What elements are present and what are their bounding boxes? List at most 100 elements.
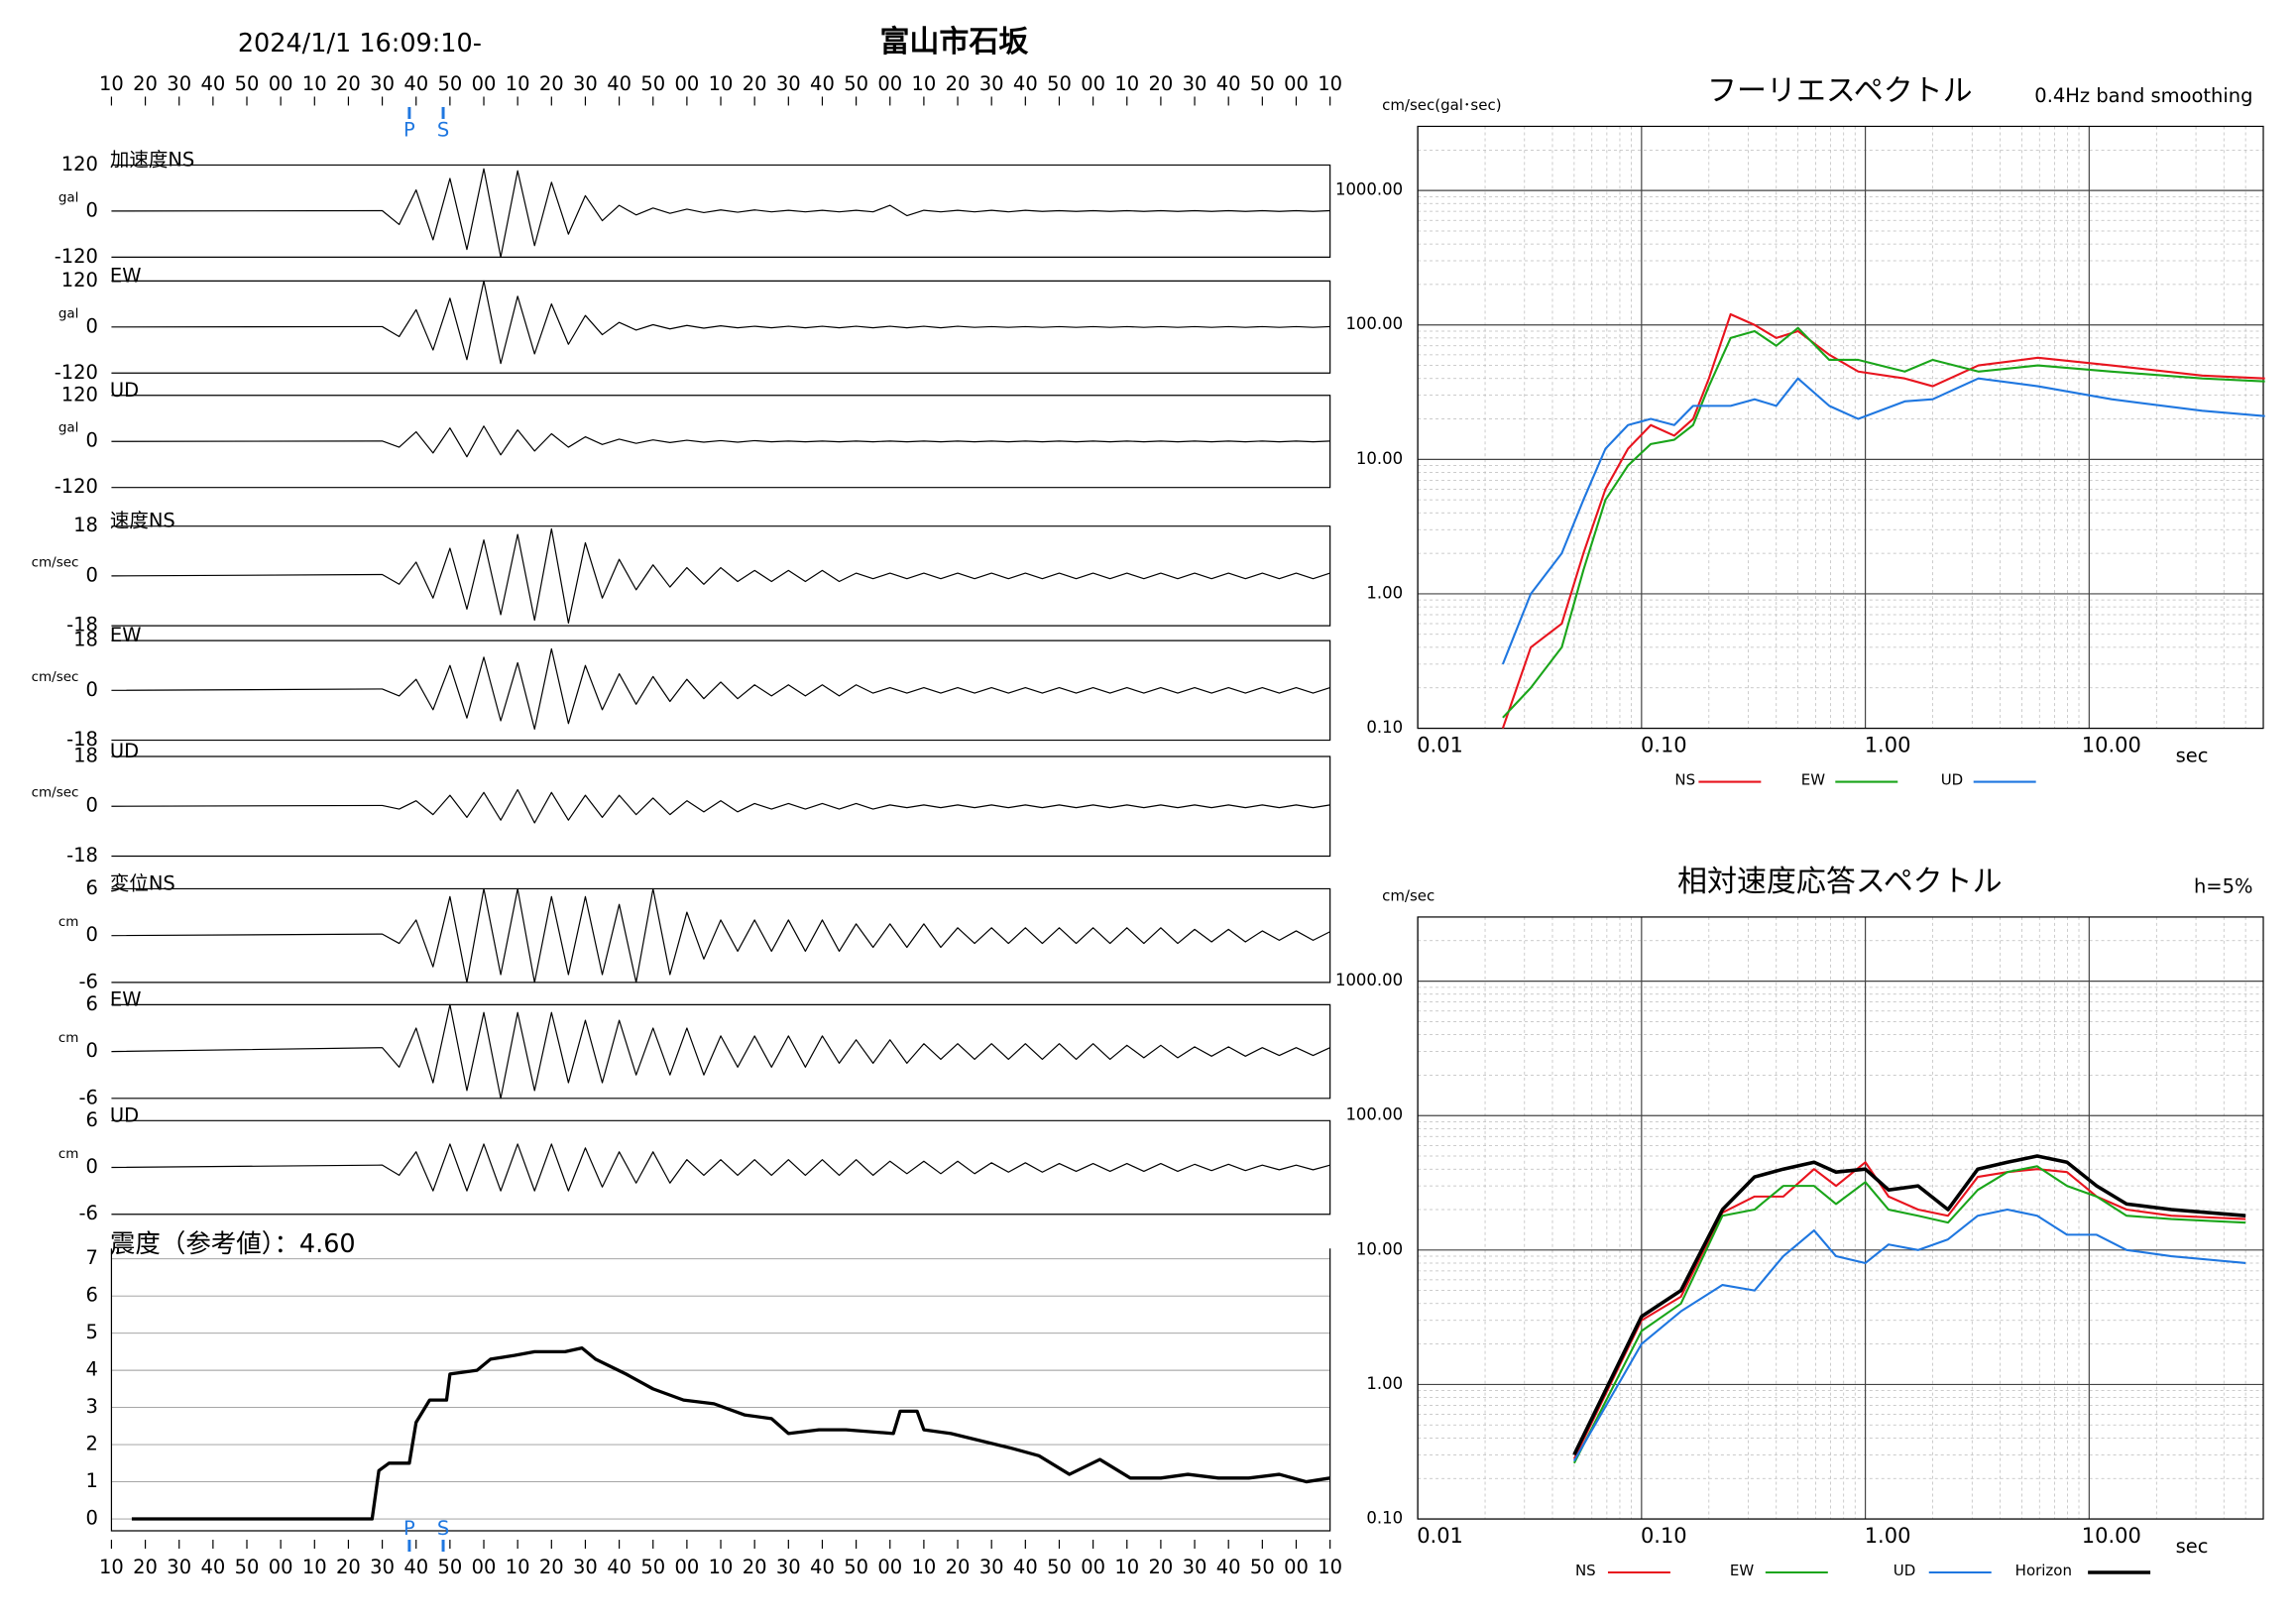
y-tick-label: 0.10 — [1366, 1509, 1403, 1528]
x-tick-label: 20 — [946, 1556, 971, 1578]
x-axis-label: sec — [2176, 1535, 2209, 1558]
y-tick-label: 0 — [86, 1155, 98, 1178]
x-tick-label: 10 — [912, 1556, 937, 1578]
waveform — [111, 647, 1330, 730]
x-tick-label: 20 — [336, 1556, 361, 1578]
x-tick-label: 10 — [709, 72, 734, 95]
phase-label: P — [403, 118, 415, 141]
y-tick-label: -18 — [66, 844, 98, 867]
waveform — [111, 425, 1330, 458]
y-tick-label: 0 — [86, 1507, 98, 1530]
x-tick-label: 10 — [302, 1556, 327, 1578]
x-tick-label: 30 — [979, 1556, 1004, 1578]
x-tick-label: 40 — [607, 72, 631, 95]
y-tick-label: -6 — [79, 970, 98, 992]
x-tick-label: 40 — [607, 1556, 631, 1578]
y-tick-label: 7 — [86, 1246, 98, 1269]
legend-label: EW — [1801, 771, 1825, 789]
panel-label: EW — [110, 264, 142, 287]
legend-label: NS — [1674, 771, 1695, 789]
x-tick-label: 00 — [269, 1556, 293, 1578]
y-tick-label: -120 — [55, 245, 98, 268]
x-tick-label: 50 — [1250, 1556, 1275, 1578]
legend-label: Horizon — [2015, 1562, 2072, 1579]
x-tick-label: 40 — [200, 1556, 225, 1578]
waveform — [111, 168, 1330, 258]
legend-label: EW — [1730, 1562, 1754, 1579]
panel-frame — [111, 525, 1331, 627]
x-tick-label: 20 — [539, 72, 564, 95]
x-tick-label: 20 — [743, 1556, 767, 1578]
y-tick-label: 0 — [86, 923, 98, 946]
y-tick-label: 2 — [86, 1433, 98, 1455]
y-tick-label: 120 — [61, 269, 98, 291]
waveform — [111, 527, 1330, 624]
y-tick-label: 10.00 — [1356, 449, 1403, 468]
x-tick-label: 30 — [167, 1556, 191, 1578]
unit-label: cm — [58, 1146, 79, 1162]
x-tick-label: 10 — [99, 1556, 124, 1578]
x-axis-label: sec — [2176, 745, 2209, 767]
x-tick-label: 00 — [1284, 1556, 1309, 1578]
x-tick-label: 30 — [979, 72, 1004, 95]
unit-label: cm — [58, 914, 79, 930]
x-tick-label: 20 — [539, 1556, 564, 1578]
unit-label: cm/sec — [32, 785, 79, 801]
spectrum-line — [1572, 1161, 2246, 1459]
y-tick-label: 1 — [86, 1469, 98, 1492]
legend-label: UD — [1894, 1562, 1916, 1579]
panel-frame — [111, 1003, 1331, 1100]
x-tick-label: 50 — [235, 72, 260, 95]
y-tick-label: 6 — [86, 992, 98, 1015]
x-tick-label: 10 — [1318, 1556, 1342, 1578]
y-tick-label: 0.10 — [1366, 718, 1403, 737]
y-tick-label: 120 — [61, 383, 98, 406]
y-tick-label: 4 — [86, 1358, 98, 1381]
x-tick-label: 10 — [506, 1556, 530, 1578]
y-tick-label: -120 — [55, 475, 98, 498]
x-tick-label: 00 — [472, 1556, 497, 1578]
waveform — [111, 788, 1330, 824]
x-tick-label: 20 — [133, 1556, 158, 1578]
x-tick-label: 50 — [1047, 1556, 1072, 1578]
y-axis-label: cm/sec(gal･sec) — [1382, 96, 1501, 114]
x-tick-label: 30 — [573, 1556, 598, 1578]
station-title: 富山市石坂 — [879, 25, 1028, 59]
unit-label: cm/sec — [32, 669, 79, 685]
date-title: 2024/1/1 16:09:10- — [238, 29, 482, 58]
plot-frame — [1417, 916, 2264, 1520]
x-tick-label: 10.00 — [2082, 1524, 2141, 1548]
y-tick-label: 1.00 — [1366, 583, 1403, 602]
x-tick-label: 40 — [1216, 72, 1241, 95]
x-tick-label: 50 — [1250, 72, 1275, 95]
y-tick-label: 100.00 — [1345, 314, 1403, 333]
y-tick-label: 0 — [86, 678, 98, 701]
panel-label: UD — [110, 740, 139, 762]
y-tick-label: 1.00 — [1366, 1374, 1403, 1393]
y-tick-label: 0 — [86, 198, 98, 221]
x-tick-label: 10 — [99, 72, 124, 95]
y-tick-label: 10.00 — [1356, 1239, 1403, 1258]
y-tick-label: 18 — [73, 514, 98, 536]
y-tick-label: 0 — [86, 1039, 98, 1062]
y-tick-label: -18 — [66, 614, 98, 637]
x-tick-label: 30 — [573, 72, 598, 95]
unit-label: gal — [58, 305, 79, 321]
x-tick-label: 40 — [403, 72, 428, 95]
panel-frame — [111, 887, 1331, 984]
y-tick-label: -6 — [79, 1086, 98, 1108]
y-tick-label: 1000.00 — [1335, 971, 1403, 989]
y-tick-label: 6 — [86, 1284, 98, 1307]
unit-label: cm/sec — [32, 554, 79, 570]
y-tick-label: 0 — [86, 314, 98, 337]
unit-label: gal — [58, 189, 79, 205]
y-tick-label: -6 — [79, 1202, 98, 1224]
intensity-title: 震度（参考値）：4.60 — [110, 1229, 356, 1259]
phase-label: S — [437, 118, 449, 141]
waveform — [111, 1143, 1330, 1192]
x-tick-label: 0.10 — [1641, 734, 1687, 757]
y-axis-label: cm/sec — [1382, 886, 1435, 904]
x-tick-label: 40 — [810, 72, 835, 95]
y-tick-label: 18 — [73, 745, 98, 767]
